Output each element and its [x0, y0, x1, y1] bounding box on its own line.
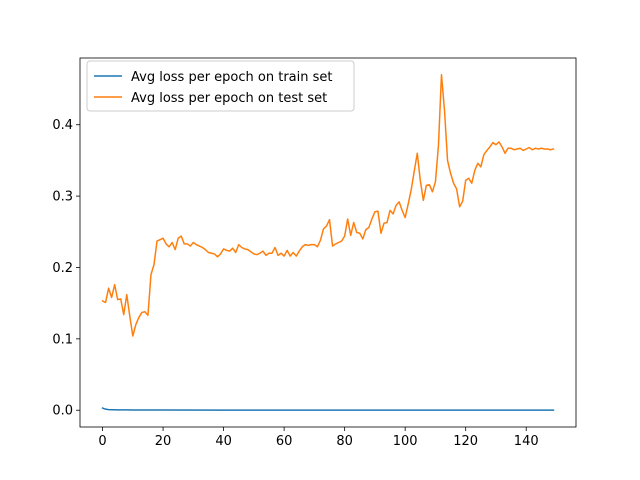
x-tick-label: 140 [514, 434, 539, 449]
axes-frame [79, 57, 577, 428]
x-tick-label: 20 [155, 434, 172, 449]
x-tick-label: 40 [215, 434, 232, 449]
legend-label-train: Avg loss per epoch on train set [131, 70, 333, 85]
y-tick-label: 0.2 [52, 261, 73, 276]
x-tick-label: 120 [453, 434, 478, 449]
axes: 0 20 40 60 80 100 120 140 0.0 0.1 0.2 0.3 0.4 [52, 57, 577, 449]
y-tick-label: 0.0 [52, 404, 73, 419]
y-tick-label: 0.1 [52, 332, 73, 347]
plot-area [101, 74, 555, 411]
x-tick-label: 0 [98, 434, 106, 449]
y-tick-label: 0.4 [52, 118, 73, 133]
y-tick-label: 0.3 [52, 190, 73, 205]
legend-label-test: Avg loss per epoch on test set [131, 91, 327, 106]
series-line-0 [101, 407, 555, 411]
x-tick-label: 100 [393, 434, 418, 449]
series-line-1 [101, 74, 555, 337]
x-tick-label: 60 [276, 434, 293, 449]
legend-box [86, 60, 355, 112]
legend: Avg loss per epoch on train set Avg loss… [86, 60, 355, 112]
x-tick-label: 80 [336, 434, 353, 449]
